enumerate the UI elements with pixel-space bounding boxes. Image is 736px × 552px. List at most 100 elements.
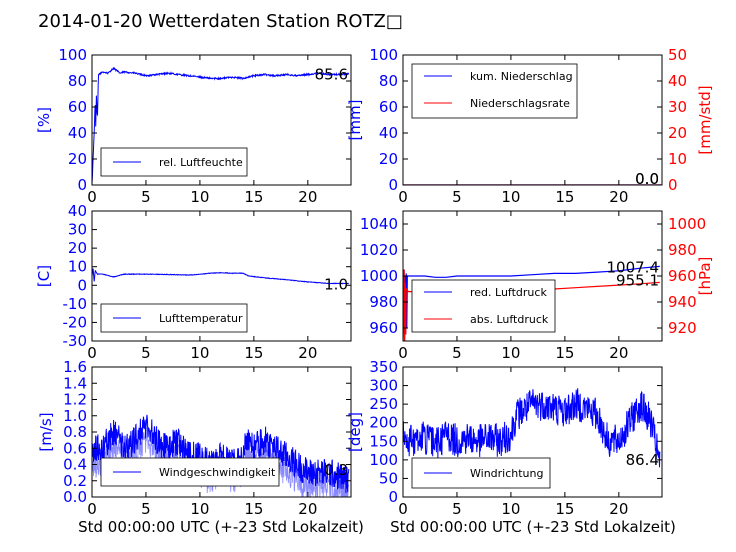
x-tick-label: 20 bbox=[609, 344, 628, 362]
chart-panel-2: 0 5 10 15 20 0 20 40 60 80 100 0 10 20 30 40 50 [mm] [mm/s… bbox=[346, 46, 714, 206]
y-tick-label: 40 bbox=[68, 124, 87, 142]
x-tick-label: 15 bbox=[244, 188, 263, 206]
y-tick-label: 80 bbox=[379, 72, 398, 90]
plot-frame bbox=[402, 366, 663, 498]
x-axis-label-left: Std 00:00:00 UTC (+-23 Std Lokalzeit) bbox=[78, 518, 364, 536]
y-axis-label-right: [mm/std] bbox=[696, 85, 714, 154]
last-value-label: 1.0 bbox=[324, 275, 348, 293]
legend-label: Lufttemperatur bbox=[159, 312, 243, 325]
y-tick-label: 20 bbox=[379, 150, 398, 168]
y-tick-label-right: 30 bbox=[668, 98, 687, 116]
x-tick-label: 15 bbox=[555, 188, 574, 206]
y-tick-label: 60 bbox=[379, 98, 398, 116]
y-axis-label: [m/s] bbox=[37, 412, 55, 451]
x-tick-label: 5 bbox=[452, 344, 462, 362]
last-value-label: 0.0 bbox=[635, 170, 659, 188]
series-line-lufttemperatur bbox=[92, 268, 349, 285]
y-tick-label: 250 bbox=[369, 395, 398, 413]
y-tick-label-right: 40 bbox=[668, 72, 687, 90]
y-tick-label: 0.2 bbox=[63, 472, 87, 490]
y-tick-label: 1.6 bbox=[63, 358, 87, 376]
x-tick-label: 5 bbox=[141, 344, 151, 362]
y-tick-label: -30 bbox=[63, 332, 88, 350]
y-tick-label: 60 bbox=[68, 98, 87, 116]
x-tick-label: 15 bbox=[244, 344, 263, 362]
x-tick-label: 0 bbox=[87, 344, 97, 362]
x-tick-label: 10 bbox=[190, 500, 209, 518]
y-tick-label-right: 980 bbox=[668, 241, 697, 259]
y-tick-label: 20 bbox=[68, 150, 87, 168]
legend-label: abs. Luftdruck bbox=[470, 313, 549, 326]
y-tick-label: 1.4 bbox=[63, 374, 87, 392]
last-value-label-right: 955.1 bbox=[616, 271, 659, 289]
chart-panel-4: 0 5 10 15 20 960 980 1000 1020 1040 920 940 960 980 10… bbox=[360, 210, 714, 362]
series-line-windrichtung bbox=[403, 388, 661, 468]
y-tick-label-right: 1000 bbox=[668, 215, 706, 233]
y-axis-label-right: [hPa] bbox=[696, 257, 714, 296]
legend-label: Niederschlagsrate bbox=[470, 97, 570, 110]
last-value-label: 0.3 bbox=[324, 461, 348, 479]
y-tick-label: 1.2 bbox=[63, 391, 87, 409]
legend-label: rel. Luftfeuchte bbox=[159, 156, 243, 169]
y-tick-label: 300 bbox=[369, 377, 398, 395]
last-value-label: 85.6 bbox=[315, 66, 348, 84]
y-tick-label: 1000 bbox=[360, 267, 398, 285]
y-tick-label: 1020 bbox=[360, 241, 398, 259]
legend-box bbox=[411, 279, 556, 333]
legend-label: Windgeschwindigkeit bbox=[159, 466, 276, 479]
x-tick-label: 15 bbox=[555, 344, 574, 362]
y-axis-label: [mm] bbox=[346, 100, 364, 141]
x-tick-label: 20 bbox=[298, 344, 317, 362]
y-tick-label: 0 bbox=[77, 276, 87, 294]
y-axis-label: [C] bbox=[35, 265, 53, 287]
x-tick-label: 10 bbox=[501, 344, 520, 362]
x-tick-label: 5 bbox=[452, 500, 462, 518]
plot-frame bbox=[402, 54, 663, 186]
y-tick-label-right: 50 bbox=[668, 46, 687, 64]
chart-panel-5: 0 5 10 15 20 0.00.20.40.60.81.01.21.41.6 [m/s]… bbox=[37, 358, 352, 518]
last-value-label-right: 0.0 bbox=[635, 170, 659, 188]
legend-box bbox=[411, 63, 578, 119]
y-tick-label: 200 bbox=[369, 414, 398, 432]
x-tick-label: 10 bbox=[501, 500, 520, 518]
x-tick-label: 0 bbox=[398, 188, 408, 206]
y-tick-label: 100 bbox=[369, 451, 398, 469]
y-tick-label: 0 bbox=[388, 488, 398, 506]
y-tick-label: 30 bbox=[68, 221, 87, 239]
y-tick-label: 0.0 bbox=[63, 488, 87, 506]
y-tick-label: 50 bbox=[379, 469, 398, 487]
y-tick-label: 20 bbox=[68, 239, 87, 257]
y-tick-label-right: 920 bbox=[668, 319, 697, 337]
x-tick-label: 0 bbox=[398, 500, 408, 518]
x-tick-label: 5 bbox=[452, 188, 462, 206]
y-tick-label: 0.6 bbox=[63, 439, 87, 457]
legend-label: Windrichtung bbox=[470, 467, 543, 480]
plot-frame bbox=[91, 54, 352, 186]
last-value-label: 86.4 bbox=[626, 451, 659, 469]
chart-panel-1: 0 5 10 15 20 0 20 40 60 80 100 [%] 85.6 rel. Luftfeuc… bbox=[35, 46, 352, 206]
x-tick-label: 10 bbox=[501, 188, 520, 206]
y-tick-label: 0.8 bbox=[63, 423, 87, 441]
x-tick-label: 5 bbox=[141, 188, 151, 206]
chart-panel-6: 0 5 10 15 20050100150200250300350[deg]86.4Wi… bbox=[346, 358, 663, 518]
x-tick-label: 20 bbox=[298, 188, 317, 206]
y-tick-label-right: 0 bbox=[668, 176, 678, 194]
y-tick-label: 150 bbox=[369, 432, 398, 450]
y-tick-label: 1.0 bbox=[63, 407, 87, 425]
y-tick-label: 80 bbox=[68, 72, 87, 90]
y-tick-label-right: 960 bbox=[668, 267, 697, 285]
y-tick-label-right: 940 bbox=[668, 293, 697, 311]
figure-title: 2014-01-20 Wetterdaten Station ROTZ□ bbox=[38, 11, 403, 32]
y-tick-label: 10 bbox=[68, 258, 87, 276]
y-tick-label: 980 bbox=[369, 293, 398, 311]
x-tick-label: 20 bbox=[298, 500, 317, 518]
x-tick-label: 0 bbox=[87, 188, 97, 206]
y-tick-label: 100 bbox=[58, 46, 87, 64]
y-tick-label-right: 20 bbox=[668, 124, 687, 142]
x-tick-label: 15 bbox=[555, 500, 574, 518]
x-tick-label: 5 bbox=[141, 500, 151, 518]
y-tick-label: -10 bbox=[63, 295, 88, 313]
